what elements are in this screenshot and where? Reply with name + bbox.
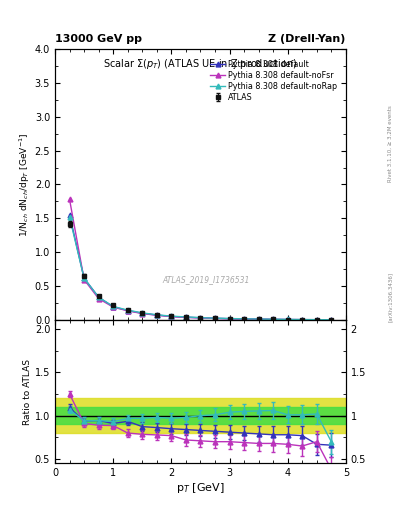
- Pythia 8.308 default-noFsr: [67, 197, 72, 203]
- Pythia 8.308 default-noRap: [82, 275, 86, 281]
- Text: Rivet 3.1.10, ≥ 3.2M events: Rivet 3.1.10, ≥ 3.2M events: [387, 105, 392, 182]
- Pythia 8.308 default-noRap: [67, 214, 72, 220]
- Pythia 8.308 default-noRap: [271, 316, 275, 323]
- Pythia 8.308 default-noFsr: [96, 295, 101, 302]
- Text: 13000 GeV pp: 13000 GeV pp: [55, 33, 142, 44]
- Text: Scalar $\Sigma(p_T)$ (ATLAS UE in Z production): Scalar $\Sigma(p_T)$ (ATLAS UE in Z prod…: [103, 57, 298, 71]
- Pythia 8.308 default-noFsr: [300, 316, 305, 323]
- Pythia 8.308 default-noRap: [125, 307, 130, 313]
- Pythia 8.308 default: [300, 316, 305, 323]
- Pythia 8.308 default: [125, 307, 130, 313]
- Pythia 8.308 default: [213, 315, 217, 322]
- Pythia 8.308 default-noRap: [96, 294, 101, 301]
- Pythia 8.308 default: [227, 315, 232, 322]
- Pythia 8.308 default-noFsr: [169, 313, 174, 319]
- Pythia 8.308 default-noFsr: [82, 276, 86, 283]
- Pythia 8.308 default: [67, 212, 72, 218]
- Text: ATLAS_2019_I1736531: ATLAS_2019_I1736531: [163, 275, 250, 284]
- Pythia 8.308 default: [96, 294, 101, 301]
- Pythia 8.308 default-noFsr: [125, 308, 130, 314]
- Pythia 8.308 default: [111, 304, 116, 310]
- X-axis label: p$_T$ [GeV]: p$_T$ [GeV]: [176, 481, 225, 495]
- Pythia 8.308 default: [169, 313, 174, 319]
- Pythia 8.308 default-noFsr: [285, 316, 290, 323]
- Pythia 8.308 default: [82, 275, 86, 281]
- Pythia 8.308 default-noRap: [242, 316, 246, 322]
- Pythia 8.308 default-noRap: [314, 316, 319, 323]
- Pythia 8.308 default-noFsr: [184, 314, 188, 321]
- Text: Z (Drell-Yan): Z (Drell-Yan): [268, 33, 346, 44]
- Pythia 8.308 default-noFsr: [111, 304, 116, 310]
- Pythia 8.308 default: [314, 316, 319, 323]
- Pythia 8.308 default-noFsr: [329, 317, 334, 323]
- Pythia 8.308 default-noFsr: [227, 316, 232, 322]
- Pythia 8.308 default-noFsr: [314, 316, 319, 323]
- Pythia 8.308 default: [184, 314, 188, 321]
- Pythia 8.308 default-noFsr: [256, 316, 261, 323]
- Y-axis label: 1/N$_{ch}$ dN$_{ch}$/dp$_T$ [GeV$^{-1}$]: 1/N$_{ch}$ dN$_{ch}$/dp$_T$ [GeV$^{-1}$]: [17, 132, 32, 237]
- Pythia 8.308 default-noFsr: [198, 315, 203, 321]
- Line: Pythia 8.308 default-noFsr: Pythia 8.308 default-noFsr: [67, 197, 334, 322]
- Line: Pythia 8.308 default: Pythia 8.308 default: [67, 212, 334, 322]
- Pythia 8.308 default-noRap: [198, 314, 203, 321]
- Pythia 8.308 default: [154, 312, 159, 318]
- Pythia 8.308 default-noRap: [184, 314, 188, 320]
- Pythia 8.308 default-noFsr: [140, 310, 145, 316]
- Pythia 8.308 default: [256, 316, 261, 322]
- Pythia 8.308 default-noRap: [256, 316, 261, 322]
- Pythia 8.308 default: [242, 316, 246, 322]
- Pythia 8.308 default-noFsr: [213, 315, 217, 322]
- Pythia 8.308 default: [140, 310, 145, 316]
- Legend: Pythia 8.308 default, Pythia 8.308 default-noFsr, Pythia 8.308 default-noRap, AT: Pythia 8.308 default, Pythia 8.308 defau…: [209, 58, 339, 103]
- Pythia 8.308 default-noRap: [111, 303, 116, 309]
- Pythia 8.308 default-noRap: [300, 316, 305, 323]
- Line: Pythia 8.308 default-noRap: Pythia 8.308 default-noRap: [67, 215, 334, 322]
- Pythia 8.308 default-noRap: [213, 315, 217, 321]
- Y-axis label: Ratio to ATLAS: Ratio to ATLAS: [23, 359, 32, 425]
- Pythia 8.308 default-noRap: [285, 316, 290, 323]
- Pythia 8.308 default-noFsr: [242, 316, 246, 322]
- Pythia 8.308 default-noRap: [329, 316, 334, 323]
- Pythia 8.308 default-noRap: [140, 310, 145, 316]
- Pythia 8.308 default-noFsr: [271, 316, 275, 323]
- Pythia 8.308 default: [285, 316, 290, 323]
- Pythia 8.308 default: [198, 315, 203, 321]
- Pythia 8.308 default: [271, 316, 275, 323]
- Pythia 8.308 default-noRap: [154, 312, 159, 318]
- Pythia 8.308 default-noRap: [227, 315, 232, 322]
- Pythia 8.308 default-noRap: [169, 313, 174, 319]
- Pythia 8.308 default: [329, 316, 334, 323]
- Pythia 8.308 default-noFsr: [154, 312, 159, 318]
- Text: [arXiv:1306.3436]: [arXiv:1306.3436]: [387, 272, 392, 322]
